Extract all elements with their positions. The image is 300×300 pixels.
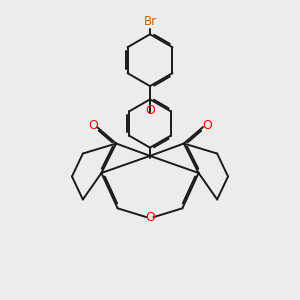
Text: O: O xyxy=(88,119,98,132)
Text: O: O xyxy=(145,104,155,117)
Text: Br: Br xyxy=(143,15,157,28)
Text: O: O xyxy=(202,119,212,132)
Text: O: O xyxy=(145,211,155,224)
